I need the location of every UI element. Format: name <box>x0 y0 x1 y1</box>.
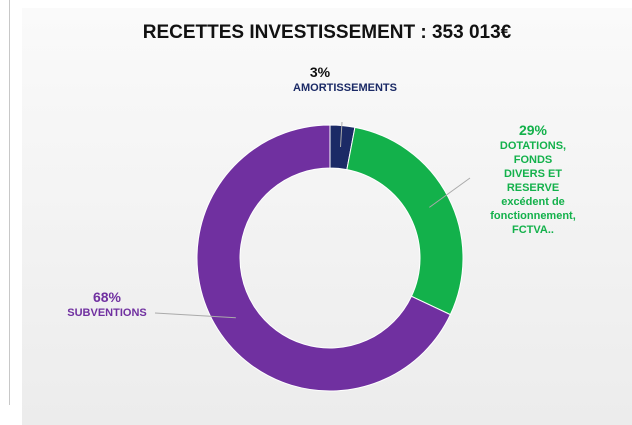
leader-line <box>429 177 471 208</box>
slice-category: DOTATIONS, FONDS DIVERS ET RESERVE excéd… <box>490 140 576 236</box>
chart-title: RECETTES INVESTISSEMENT : 353 013€ <box>142 22 512 43</box>
slice-percent: 68% <box>92 289 122 305</box>
slice-percent: 3% <box>309 64 331 80</box>
slice-label: 3% AMORTISSEMENTS <box>293 65 397 95</box>
slice-category: AMORTISSEMENTS <box>293 82 397 94</box>
leader-line <box>339 121 343 148</box>
slice-category: SUBVENTIONS <box>67 307 147 319</box>
border-line <box>9 0 10 405</box>
leader-line <box>154 312 236 319</box>
donut-slice <box>346 126 464 316</box>
slice-percent: 29% <box>518 122 548 138</box>
donut-slice <box>196 124 452 392</box>
slice-label: 68% SUBVENTIONS <box>67 290 146 320</box>
slice-label: 29% DOTATIONS, FONDS DIVERS ET RESERVE ex… <box>484 123 583 237</box>
